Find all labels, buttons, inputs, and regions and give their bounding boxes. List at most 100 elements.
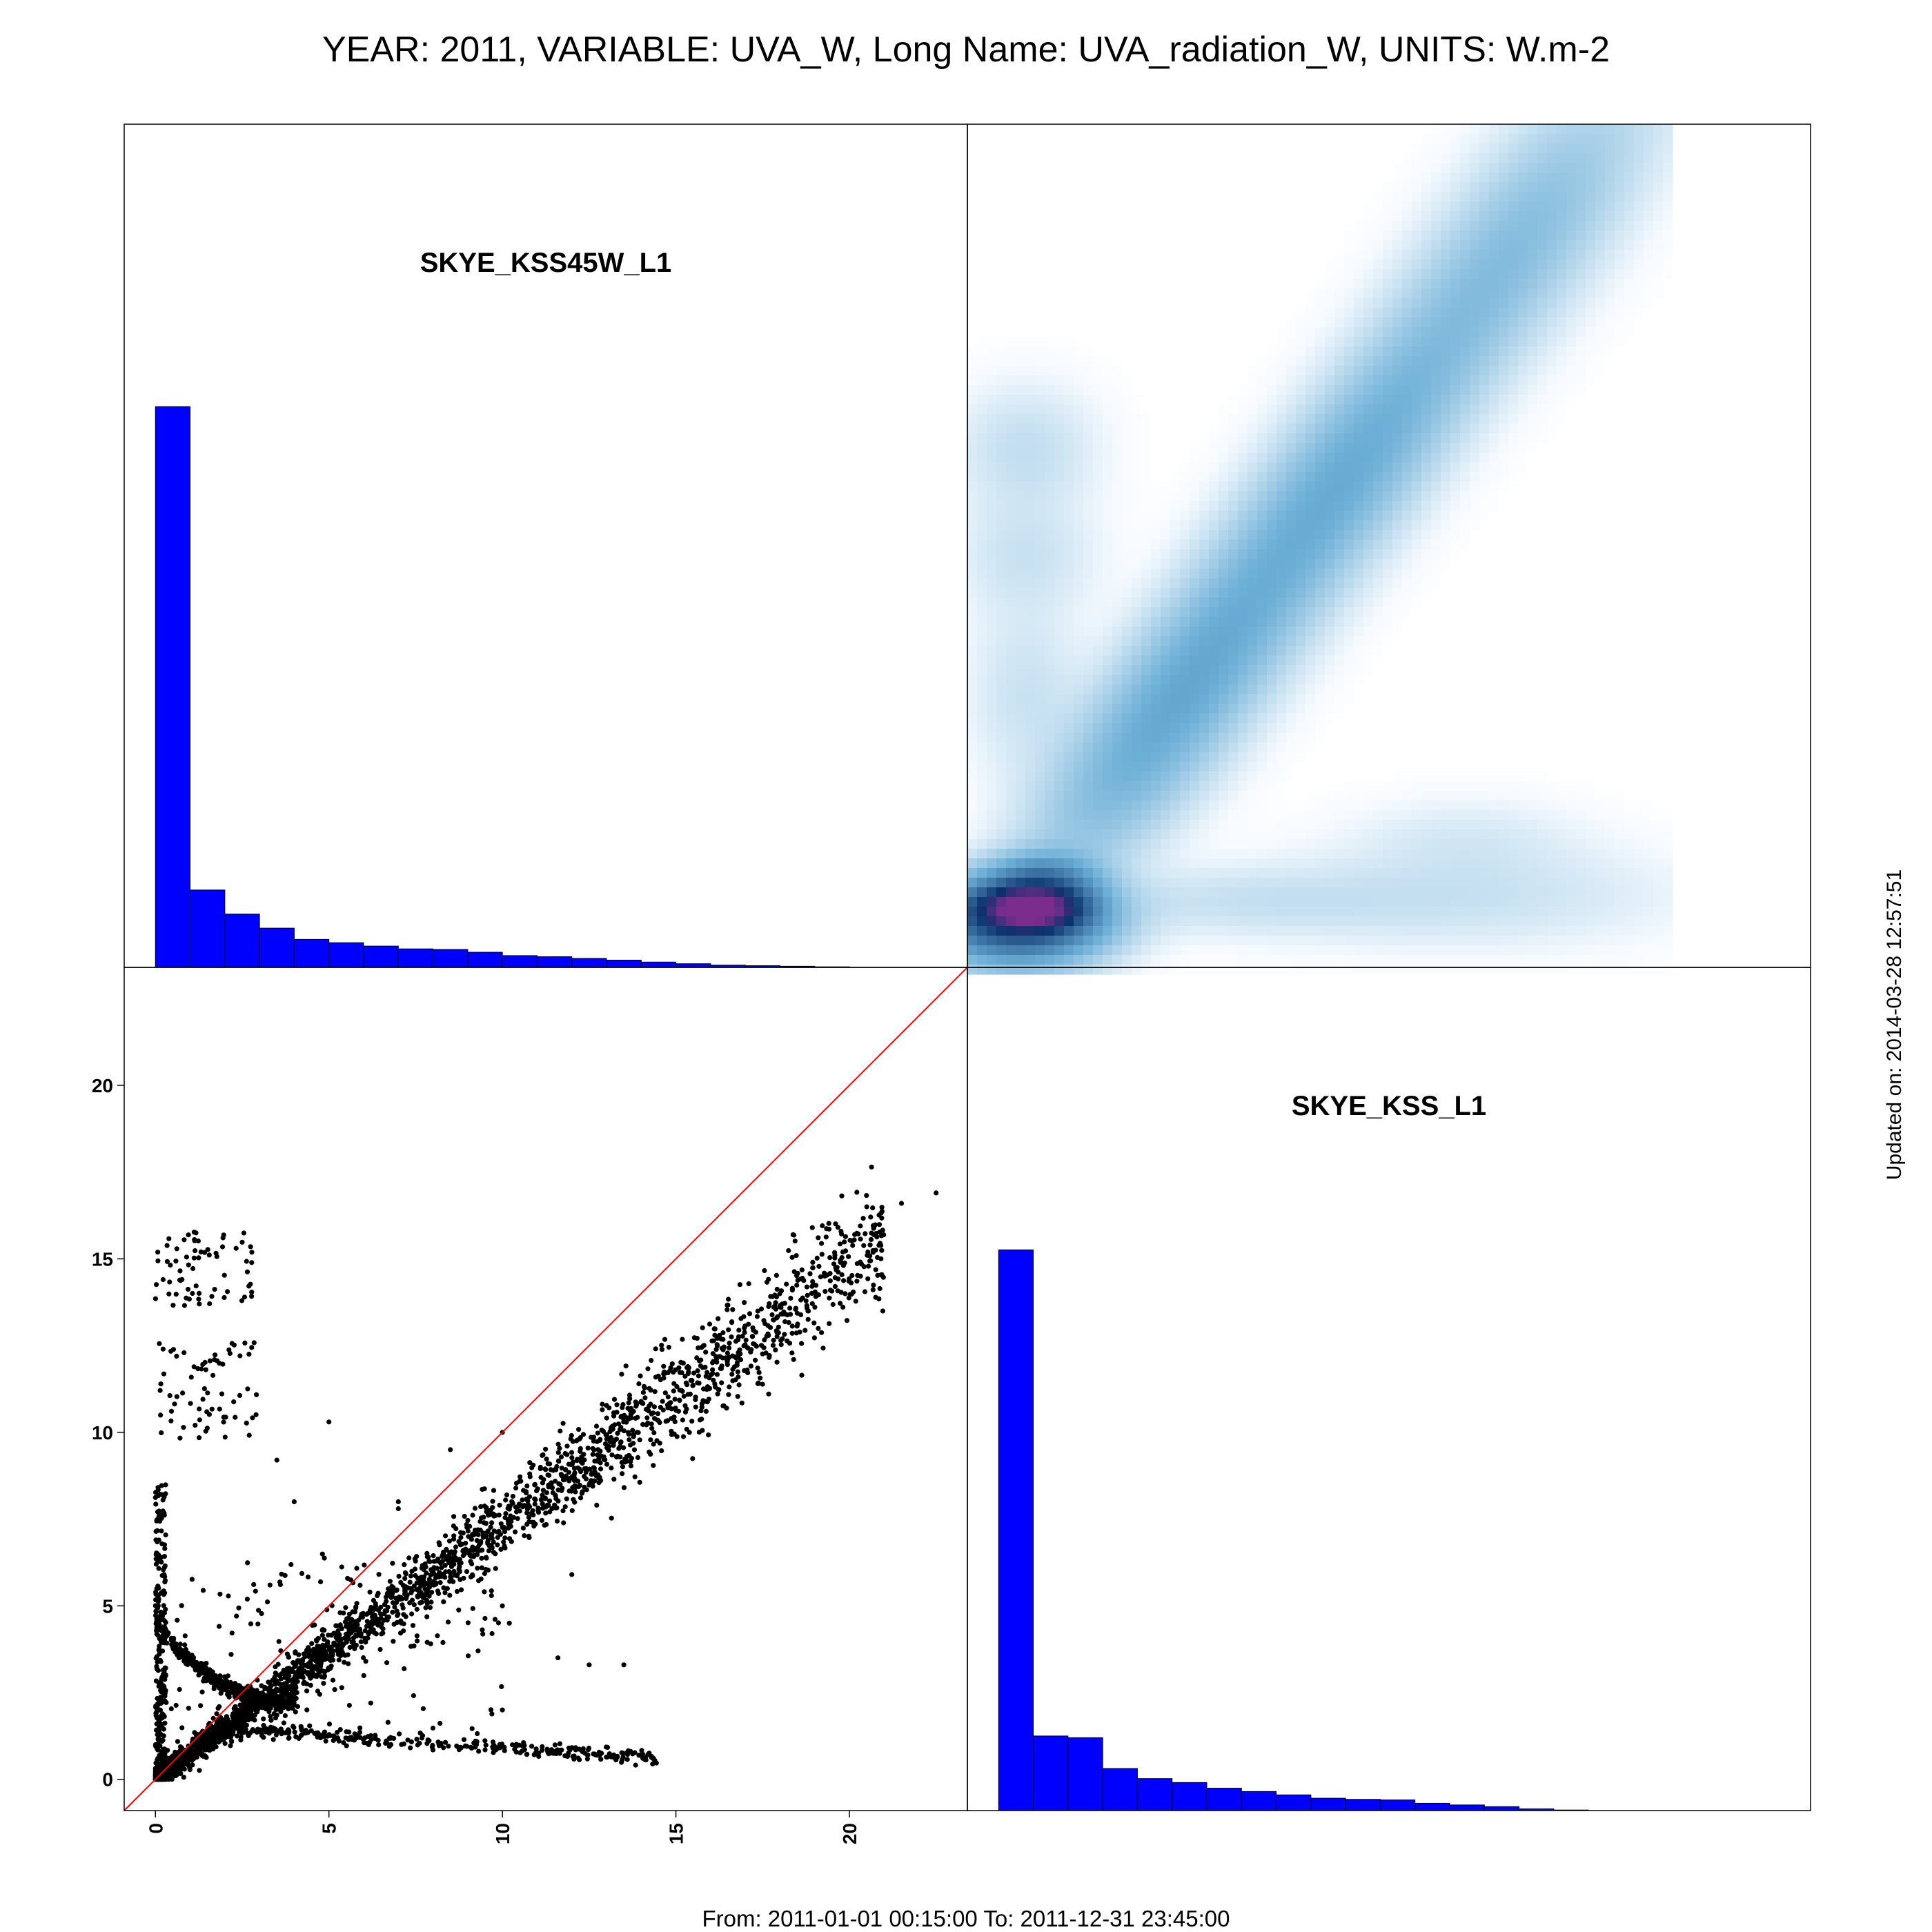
density-cell: [1016, 936, 1026, 946]
density-cell: [1373, 627, 1383, 637]
density-cell: [1499, 453, 1509, 463]
density-cell: [1122, 752, 1132, 762]
density-cell: [1305, 636, 1316, 647]
density-cell: [1344, 656, 1354, 666]
density-cell: [1624, 926, 1635, 936]
density-cell: [1141, 472, 1152, 482]
density-cell: [996, 404, 1007, 415]
density-cell: [1257, 771, 1268, 782]
density-cell: [1083, 636, 1094, 647]
density-cell: [1016, 675, 1026, 685]
density-cell: [1528, 820, 1538, 830]
density-cell: [1112, 820, 1123, 830]
density-cell: [967, 936, 978, 946]
density-cell: [1431, 955, 1441, 965]
density-cell: [1518, 356, 1528, 366]
density-cell: [1489, 858, 1499, 869]
density-cell: [1103, 511, 1113, 521]
density-cell: [987, 752, 997, 762]
density-cell: [1199, 656, 1210, 666]
density-cell: [1441, 124, 1451, 135]
density-cell: [1363, 781, 1374, 791]
density-cell: [1305, 878, 1316, 888]
density-cell: [967, 723, 978, 733]
density-cell: [1103, 578, 1113, 589]
density-cell: [987, 549, 997, 560]
density-cell: [1489, 163, 1499, 173]
density-cell: [1334, 366, 1345, 376]
density-cell: [1074, 849, 1084, 859]
density-cell: [1354, 269, 1364, 279]
density-cell: [1209, 791, 1219, 801]
density-cell: [1045, 540, 1055, 550]
density-cell: [1296, 462, 1306, 473]
density-cell: [987, 540, 997, 550]
density-cell: [1528, 163, 1538, 173]
density-cell: [1286, 665, 1297, 676]
density-cell: [1421, 356, 1432, 366]
density-cell: [1045, 598, 1055, 608]
density-cell: [1064, 472, 1074, 482]
density-cell: [1161, 694, 1171, 704]
density-cell: [1412, 897, 1422, 907]
density-cell: [1566, 839, 1577, 849]
density-cell: [1112, 965, 1123, 975]
density-cell: [1499, 443, 1509, 453]
density-cell: [1441, 916, 1451, 927]
density-cell: [1315, 945, 1325, 956]
density-cell: [1199, 762, 1210, 772]
density-cell: [1190, 742, 1200, 753]
scatter-point: [651, 1404, 658, 1410]
density-cell: [1325, 530, 1335, 540]
density-cell: [1296, 530, 1306, 540]
density-cell: [1528, 395, 1538, 405]
density-cell: [1595, 810, 1606, 820]
density-cell: [1093, 926, 1103, 936]
density-cell: [1170, 771, 1181, 782]
density-cell: [1122, 771, 1132, 782]
density-cell: [1595, 820, 1606, 830]
density-cell: [1083, 810, 1094, 820]
density-cell: [1354, 288, 1364, 299]
density-cell: [1286, 385, 1297, 395]
density-cell: [1045, 472, 1055, 482]
density-cell: [1228, 733, 1239, 743]
density-cell: [1383, 617, 1393, 627]
density-cell: [1006, 424, 1016, 434]
density-cell: [1054, 916, 1065, 927]
density-cell: [1354, 916, 1364, 927]
density-cell: [1402, 375, 1412, 386]
density-cell: [987, 849, 997, 859]
density-cell: [977, 800, 987, 811]
density-cell: [1363, 230, 1374, 241]
density-cell: [1209, 723, 1219, 733]
density-cell: [1518, 916, 1528, 927]
density-cell: [1595, 211, 1606, 221]
density-cell: [1431, 965, 1441, 975]
density-cell: [1537, 259, 1548, 270]
density-cell: [1035, 617, 1045, 627]
density-cell: [1566, 317, 1577, 328]
density-cell: [1228, 907, 1239, 917]
density-cell: [1209, 781, 1219, 791]
density-cell: [1045, 578, 1055, 589]
density-cell: [1315, 395, 1325, 405]
density-cell: [987, 511, 997, 521]
density-cell: [1315, 569, 1325, 579]
density-cell: [1006, 530, 1016, 540]
density-cell: [1412, 965, 1422, 975]
density-cell: [1615, 820, 1625, 830]
density-cell: [1615, 858, 1625, 869]
density-cell: [1566, 385, 1577, 395]
density-cell: [977, 549, 987, 560]
hist-kss-bar-5: [1172, 1782, 1208, 1811]
scatter-point: [773, 1272, 779, 1278]
density-cell: [1470, 366, 1480, 376]
density-cell: [977, 462, 987, 473]
scatter-point: [771, 1337, 776, 1343]
density-cell: [1161, 733, 1171, 743]
density-cell: [1006, 800, 1016, 811]
density-cell: [1383, 907, 1393, 917]
density-cell: [1093, 385, 1103, 395]
density-cell: [1518, 327, 1528, 337]
